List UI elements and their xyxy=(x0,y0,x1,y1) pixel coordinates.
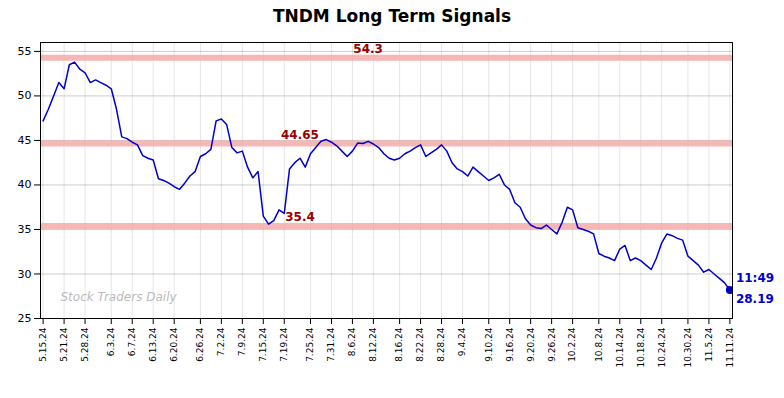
svg-text:10.18.24: 10.18.24 xyxy=(636,327,646,367)
svg-text:5.21.24: 5.21.24 xyxy=(59,327,69,362)
svg-text:7.9.24: 7.9.24 xyxy=(237,327,247,356)
svg-text:9.26.24: 9.26.24 xyxy=(547,327,557,362)
svg-text:6.20.24: 6.20.24 xyxy=(169,327,179,362)
svg-text:54.3: 54.3 xyxy=(353,42,383,56)
svg-text:5.28.24: 5.28.24 xyxy=(80,327,90,362)
svg-text:9.10.24: 9.10.24 xyxy=(484,327,494,362)
svg-text:10.8.24: 10.8.24 xyxy=(594,327,604,362)
svg-text:10.30.24: 10.30.24 xyxy=(683,327,693,367)
html-text:TNDM Long Term Signals: TNDM Long Term Signals xyxy=(272,6,512,26)
svg-text:11.5.24: 11.5.24 xyxy=(704,327,714,362)
svg-text:7.15.24: 7.15.24 xyxy=(258,327,268,362)
svg-text:25: 25 xyxy=(18,312,32,325)
svg-text:8.28.24: 8.28.24 xyxy=(436,327,446,362)
svg-text:6.26.24: 6.26.24 xyxy=(195,327,205,362)
svg-text:50: 50 xyxy=(18,89,32,102)
svg-text:Stock Traders Daily: Stock Traders Daily xyxy=(61,290,178,304)
svg-text:8.6.24: 8.6.24 xyxy=(347,327,357,356)
svg-text:9.20.24: 9.20.24 xyxy=(526,327,536,362)
svg-text:7.19.24: 7.19.24 xyxy=(279,327,289,362)
svg-text:45: 45 xyxy=(18,134,32,147)
svg-text:40: 40 xyxy=(18,178,32,191)
svg-text:55: 55 xyxy=(18,45,32,58)
svg-text:5.15.24: 5.15.24 xyxy=(38,327,48,362)
svg-text:6.7.24: 6.7.24 xyxy=(127,327,137,356)
svg-text:7.25.24: 7.25.24 xyxy=(305,327,315,362)
svg-text:35.4: 35.4 xyxy=(285,210,315,224)
svg-text:7.2.24: 7.2.24 xyxy=(216,327,226,356)
svg-text:6.3.24: 6.3.24 xyxy=(106,327,116,356)
svg-text:35: 35 xyxy=(18,223,32,236)
svg-text:11:49: 11:49 xyxy=(736,271,774,285)
svg-text:28.19: 28.19 xyxy=(736,292,774,306)
svg-text:9.4.24: 9.4.24 xyxy=(457,327,467,356)
svg-text:8.16.24: 8.16.24 xyxy=(394,327,404,362)
svg-text:10.2.24: 10.2.24 xyxy=(567,327,577,362)
svg-text:9.16.24: 9.16.24 xyxy=(505,327,515,362)
svg-text:6.13.24: 6.13.24 xyxy=(148,327,158,362)
svg-text:44.65: 44.65 xyxy=(281,128,319,142)
svg-text:10.14.24: 10.14.24 xyxy=(615,327,625,367)
svg-text:8.22.24: 8.22.24 xyxy=(415,327,425,362)
svg-text:30: 30 xyxy=(18,268,32,281)
svg-text:7.31.24: 7.31.24 xyxy=(326,327,336,362)
svg-text:11.11.24: 11.11.24 xyxy=(725,327,735,367)
svg-text:8.12.24: 8.12.24 xyxy=(368,327,378,362)
svg-text:10.24.24: 10.24.24 xyxy=(657,327,667,367)
